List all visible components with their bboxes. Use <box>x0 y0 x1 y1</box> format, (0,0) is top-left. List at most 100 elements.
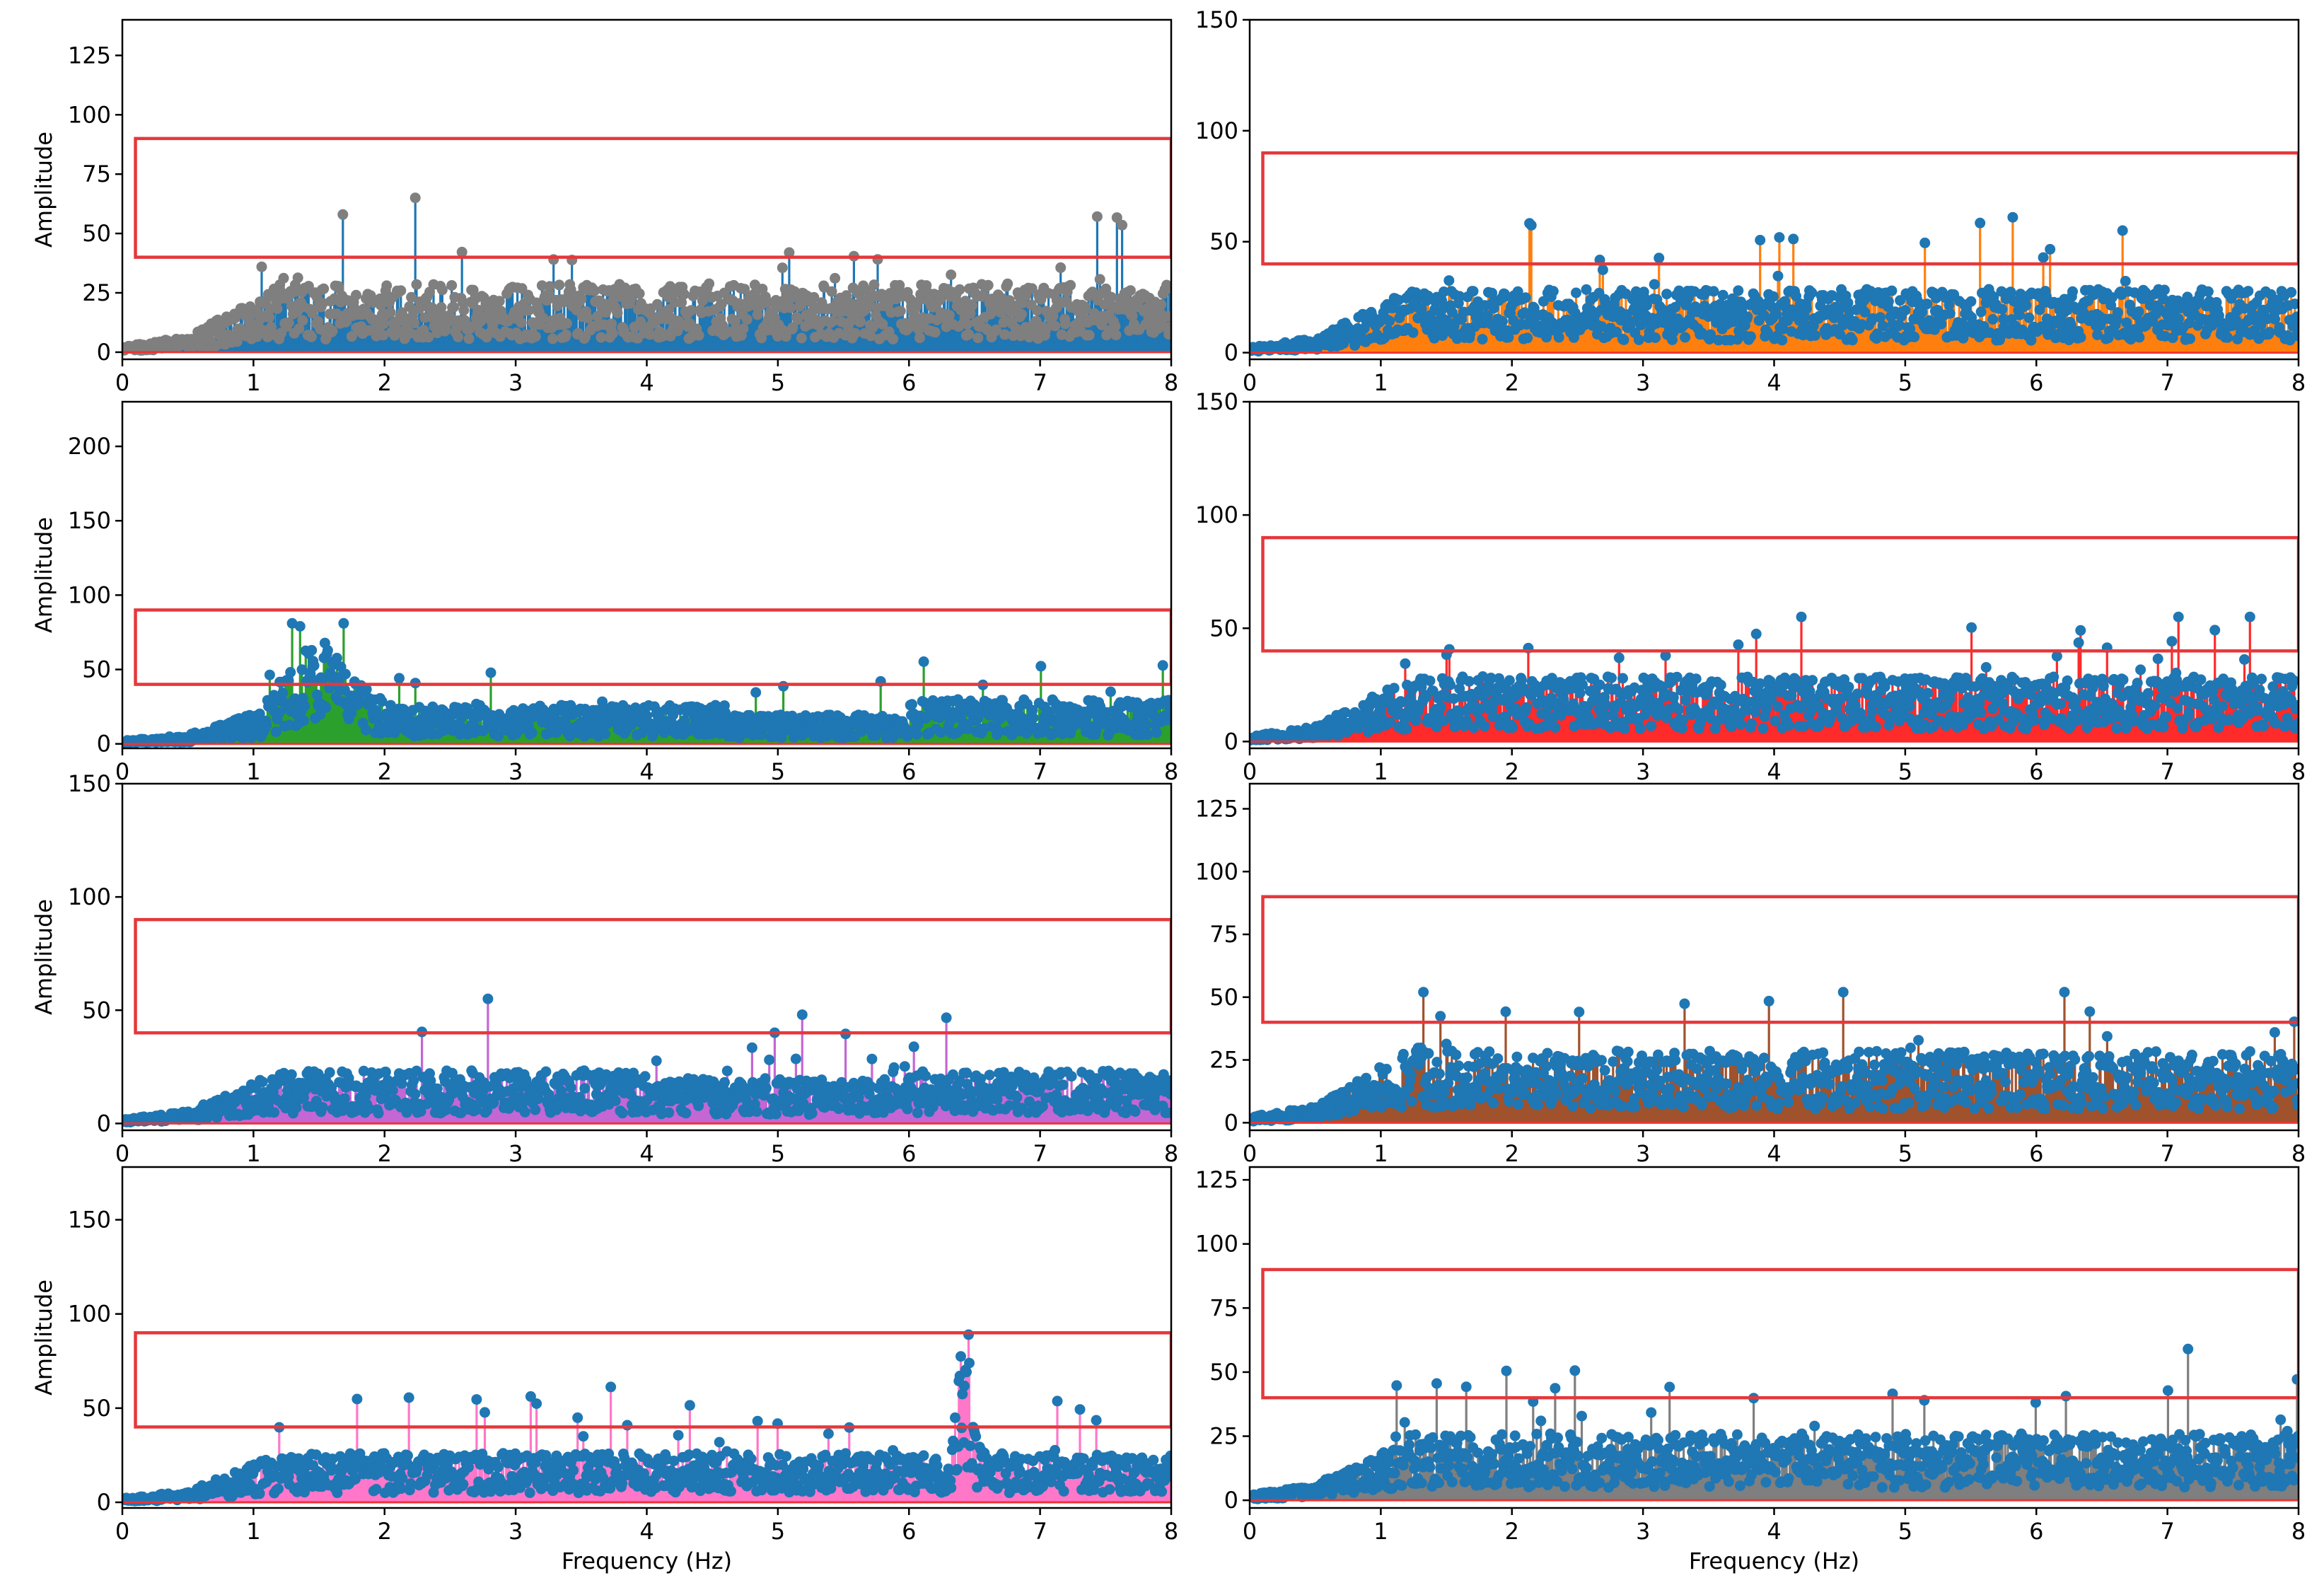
y-tick-label: 50 <box>82 656 111 683</box>
data-point <box>381 280 393 291</box>
data-point <box>2243 286 2254 297</box>
data-point <box>1571 287 1581 298</box>
data-point <box>1485 673 1497 683</box>
data-point <box>2117 674 2129 685</box>
data-point <box>1504 675 1515 686</box>
data-point <box>1610 326 1622 337</box>
data-point <box>796 332 807 344</box>
data-point <box>2142 687 2154 699</box>
data-point <box>2209 625 2221 636</box>
data-point <box>1859 306 1871 318</box>
data-point <box>918 656 929 667</box>
data-point <box>1127 311 1138 322</box>
data-point <box>1435 701 1446 712</box>
data-point <box>298 715 309 726</box>
data-point <box>602 302 613 313</box>
data-point <box>595 332 607 343</box>
data-point <box>1142 729 1154 740</box>
data-point <box>1157 660 1168 671</box>
data-point <box>1699 301 1710 311</box>
data-point <box>1924 315 1935 326</box>
data-point <box>2135 664 2146 675</box>
data-point <box>778 680 789 692</box>
data-point <box>346 707 357 719</box>
data-point <box>458 297 468 308</box>
x-tick-label: 1 <box>1373 758 1388 785</box>
data-point <box>1980 662 1992 673</box>
x-tick-label: 6 <box>902 758 916 785</box>
data-point <box>324 1067 335 1078</box>
x-tick-label: 2 <box>378 369 392 396</box>
data-point <box>1883 719 1895 731</box>
data-point <box>272 303 283 314</box>
data-point <box>1733 639 1744 650</box>
data-point <box>1936 318 1947 330</box>
data-point <box>625 294 637 305</box>
data-point <box>2125 702 2137 713</box>
data-point <box>2117 225 2128 236</box>
data-point <box>364 1103 375 1115</box>
data-point <box>2026 689 2036 700</box>
data-point <box>1705 329 1716 340</box>
data-point <box>1650 332 1661 343</box>
marker-group <box>1250 611 2299 746</box>
data-point <box>2161 712 2172 723</box>
data-point <box>526 727 538 738</box>
data-point <box>1577 679 1588 690</box>
data-point <box>704 278 715 289</box>
data-point <box>2166 636 2178 647</box>
data-point <box>383 1074 393 1086</box>
data-point <box>488 1097 499 1108</box>
data-point <box>291 1102 302 1113</box>
data-point <box>1481 687 1492 699</box>
data-point <box>2014 309 2025 320</box>
data-point <box>1661 289 1673 300</box>
data-point <box>559 716 571 727</box>
data-point <box>1886 285 1898 296</box>
data-point <box>1847 335 1858 346</box>
data-point <box>2004 328 2014 340</box>
data-point <box>663 304 675 315</box>
data-point <box>264 312 275 323</box>
y-tick-label: 100 <box>68 581 111 608</box>
data-point <box>1986 720 1997 731</box>
data-point <box>1105 291 1117 303</box>
x-tick-label: 7 <box>1033 369 1047 396</box>
x-tick-label: 7 <box>1033 758 1047 785</box>
data-point <box>1783 720 1794 731</box>
data-point <box>1708 286 1719 297</box>
data-point <box>2267 681 2279 692</box>
data-point <box>415 1106 426 1117</box>
data-point <box>1059 318 1071 330</box>
plot-area <box>1250 151 2299 357</box>
data-point <box>1516 675 1527 685</box>
data-point <box>387 1085 398 1096</box>
data-point <box>787 322 798 333</box>
data-point <box>1487 287 1498 298</box>
data-point <box>1963 692 1974 703</box>
data-point <box>1438 715 1449 726</box>
data-point <box>1017 297 1028 308</box>
data-point <box>1900 305 1911 316</box>
data-point <box>1083 330 1095 341</box>
data-point <box>1678 714 1688 726</box>
data-point <box>855 316 866 327</box>
data-point <box>2048 671 2059 683</box>
threshold-band <box>1261 151 2299 266</box>
data-point <box>1477 334 1488 345</box>
data-point <box>385 307 396 318</box>
data-point <box>849 327 861 339</box>
x-tick-label: 0 <box>115 369 129 396</box>
data-point <box>2007 716 2018 728</box>
data-point <box>1002 278 1013 289</box>
data-point <box>1613 652 1625 663</box>
data-point <box>338 617 349 629</box>
data-point <box>453 332 464 342</box>
data-point <box>2045 243 2056 255</box>
marker-group <box>122 993 1171 1128</box>
data-point <box>373 1108 384 1119</box>
data-point <box>907 699 917 710</box>
y-tick-label: 50 <box>1209 615 1238 642</box>
data-point <box>1558 694 1569 705</box>
data-point <box>877 318 888 330</box>
